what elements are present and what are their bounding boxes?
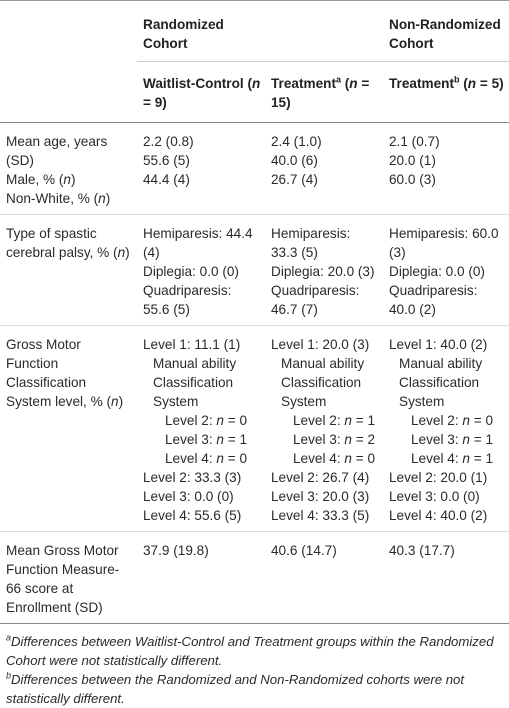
row-label-cell: Type of spastic cerebral palsy, % (n) [0, 214, 137, 326]
footnote-mark: a [6, 632, 12, 643]
cell-line: 40.0 (6) [271, 153, 318, 168]
table-row: Mean Gross Motor Function Measure-66 sco… [0, 531, 509, 624]
data-cell: Hemiparesis: 44.4 (4) Diplegia: 0.0 (0) Qu… [137, 214, 265, 326]
row-label: Mean Gross Motor Function Measure-66 sco… [6, 543, 120, 615]
note-mark: a [335, 74, 341, 85]
cell-line: 26.7 (4) [271, 172, 318, 187]
cell-line: Level 2: n = 1 [293, 413, 376, 428]
cell-line: Manual ability Classification System [153, 356, 237, 409]
cell-line: Manual ability Classification System [281, 356, 365, 409]
cell-line: Diplegia: 0.0 (0) [143, 264, 239, 279]
cell-line: 40.6 (14.7) [271, 543, 337, 558]
row-label-cell: Mean Gross Motor Function Measure-66 sco… [0, 531, 137, 624]
cell-line: Level 2: 33.3 (3) [143, 470, 242, 485]
data-cell: 2.4 (1.0) 40.0 (6) 26.7 (4) [265, 122, 383, 215]
cell-line: 2.4 (1.0) [271, 134, 322, 149]
data-cell: 2.2 (0.8) 55.6 (5) 44.4 (4) [137, 122, 265, 215]
cell-line: Manual ability Classification System [399, 356, 483, 409]
cell-line: Hemiparesis: 33.3 (5) [271, 226, 351, 260]
data-cell: 40.6 (14.7) [265, 531, 383, 624]
cell-line: 37.9 (19.8) [143, 543, 209, 558]
cell-line: Level 4: n = 0 [293, 451, 376, 466]
table-row: Gross Motor Function Classification Syst… [0, 325, 509, 532]
cell-line: Level 2: 26.7 (4) [271, 470, 370, 485]
cell-line: Level 1: 40.0 (2) [389, 337, 488, 352]
column-header: Treatment [389, 76, 454, 91]
row-label: Gross Motor Function Classification Syst… [6, 337, 124, 409]
table-row: Mean age, years (SD) Male, % (n) Non-White… [0, 122, 509, 215]
cell-line: Level 2: n = 0 [165, 413, 248, 428]
column-detail: (n = 5) [463, 76, 504, 91]
row-label-cell: Gross Motor Function Classification Syst… [0, 325, 137, 532]
cell-line: Level 1: 11.1 (1) [143, 337, 241, 352]
cell-line: Diplegia: 0.0 (0) [389, 264, 485, 279]
row-label: Mean age, years (SD) [6, 134, 108, 168]
cell-line: 40.3 (17.7) [389, 543, 455, 558]
data-cell: 40.3 (17.7) [383, 531, 509, 624]
data-cell: 2.1 (0.7) 20.0 (1) 60.0 (3) [383, 122, 509, 215]
group-header: Non-Randomized Cohort [389, 17, 501, 51]
cell-line: 60.0 (3) [389, 172, 436, 187]
footnote: bDifferences between the Randomized and … [6, 670, 503, 708]
data-cell: Level 1: 40.0 (2) Manual ability Classifi… [383, 325, 509, 532]
cell-line: Quadriparesis: 40.0 (2) [389, 283, 478, 317]
cell-line: 2.1 (0.7) [389, 134, 440, 149]
cell-line: 20.0 (1) [389, 153, 436, 168]
table-row: Type of spastic cerebral palsy, % (n) Hem… [0, 214, 509, 326]
data-cell: Level 1: 11.1 (1) Manual ability Classifi… [137, 325, 265, 532]
row-label: Male, % (n) [6, 172, 76, 187]
group-header: Randomized Cohort [143, 17, 224, 51]
column-header: Waitlist-Control (n = 9) [143, 76, 261, 110]
footnote-text: Differences between Waitlist-Control and… [6, 634, 494, 668]
table: Randomized Cohort Non-Randomized Cohort … [0, 0, 509, 624]
cell-line: Hemiparesis: 60.0 (3) [389, 226, 499, 260]
cell-line: Hemiparesis: 44.4 (4) [143, 226, 253, 260]
cell-line: 2.2 (0.8) [143, 134, 194, 149]
cell-line: Level 3: 0.0 (0) [389, 489, 480, 504]
cell-line: Quadriparesis: 46.7 (7) [271, 283, 360, 317]
row-label-cell: Mean age, years (SD) Male, % (n) Non-White… [0, 122, 137, 215]
cell-line: Level 4: 40.0 (2) [389, 508, 488, 523]
row-label: Non-White, % (n) [6, 191, 111, 206]
footnotes: aDifferences between Waitlist-Control an… [0, 624, 509, 708]
cell-line: Level 4: n = 1 [411, 451, 494, 466]
cell-line: Diplegia: 20.0 (3) [271, 264, 375, 279]
data-cell: Level 1: 20.0 (3) Manual ability Classifi… [265, 325, 383, 532]
data-cell: 37.9 (19.8) [137, 531, 265, 624]
footnote-text: Differences between the Randomized and N… [6, 672, 465, 706]
cell-line: Level 4: 55.6 (5) [143, 508, 242, 523]
data-cell: Hemiparesis: 33.3 (5) Diplegia: 20.0 (3) Q… [265, 214, 383, 326]
row-label: Type of spastic cerebral palsy, % (n) [6, 226, 130, 260]
footnote: aDifferences between Waitlist-Control an… [6, 632, 503, 670]
data-cell: Hemiparesis: 60.0 (3) Diplegia: 0.0 (0) Qu… [383, 214, 509, 326]
cell-line: Level 2: 20.0 (1) [389, 470, 488, 485]
cell-line: Level 4: n = 0 [165, 451, 248, 466]
cell-line: Level 3: 20.0 (3) [271, 489, 370, 504]
cell-line: Level 1: 20.0 (3) [271, 337, 370, 352]
note-mark: b [453, 74, 460, 85]
cell-line: Level 3: n = 2 [293, 432, 376, 447]
cell-line: Quadriparesis: 55.6 (5) [143, 283, 232, 317]
cell-line: 55.6 (5) [143, 153, 190, 168]
cell-line: Level 3: n = 1 [411, 432, 494, 447]
cell-line: Level 2: n = 0 [411, 413, 494, 428]
cell-line: 44.4 (4) [143, 172, 190, 187]
column-detail: (n = 15) [271, 76, 370, 110]
cell-line: Level 4: 33.3 (5) [271, 508, 370, 523]
column-header: Treatment [271, 76, 336, 91]
cell-line: Level 3: 0.0 (0) [143, 489, 234, 504]
cell-line: Level 3: n = 1 [165, 432, 248, 447]
